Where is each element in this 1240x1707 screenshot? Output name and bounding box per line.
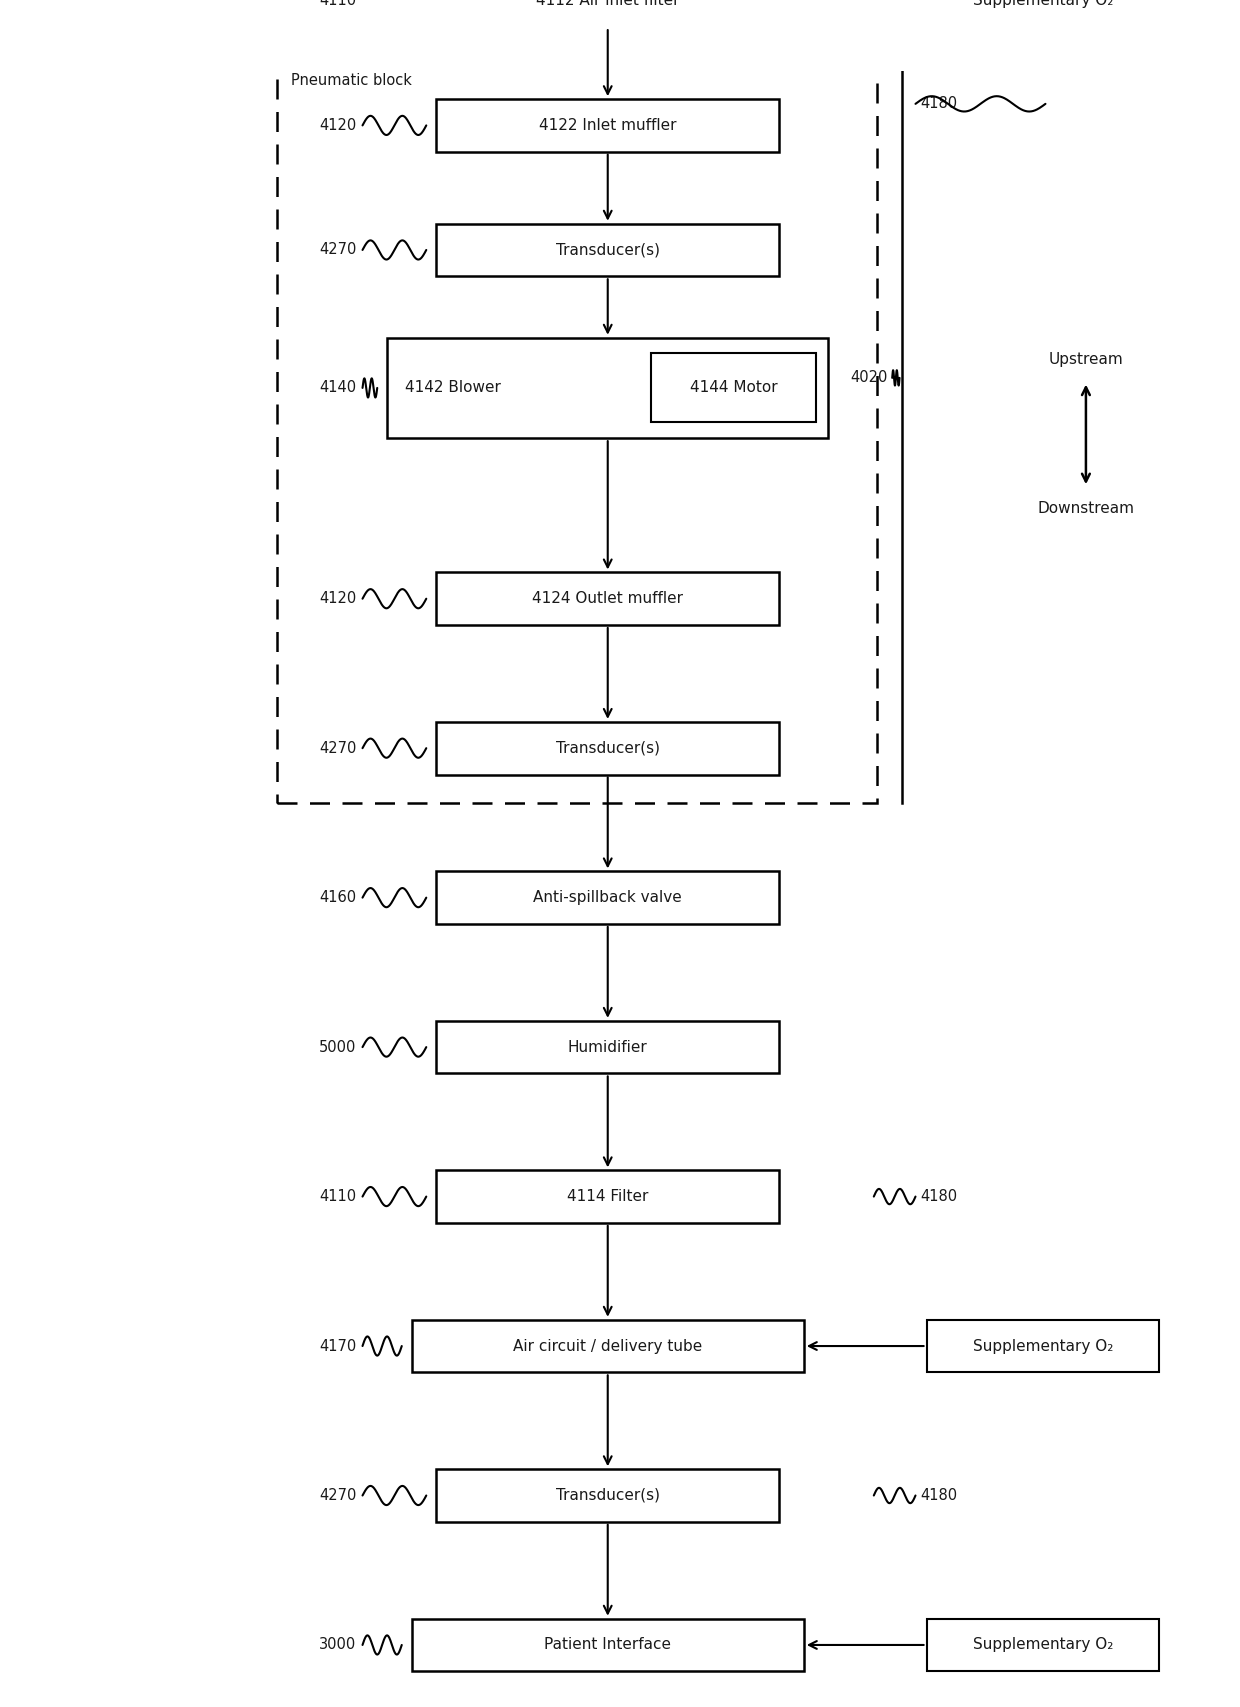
- Text: Patient Interface: Patient Interface: [544, 1637, 671, 1652]
- Bar: [412, 1320, 804, 1372]
- Bar: [436, 1021, 780, 1074]
- Bar: [436, 224, 780, 277]
- Text: 5000: 5000: [319, 1040, 356, 1055]
- Text: 4180: 4180: [920, 1489, 957, 1502]
- Bar: [436, 722, 780, 775]
- Text: 4270: 4270: [319, 242, 356, 258]
- Text: 4170: 4170: [319, 1338, 356, 1354]
- Bar: [436, 0, 780, 27]
- Text: 4124 Outlet muffler: 4124 Outlet muffler: [532, 591, 683, 606]
- Text: Pneumatic block: Pneumatic block: [291, 73, 412, 89]
- Bar: [926, 1320, 1159, 1372]
- Text: 4114 Filter: 4114 Filter: [567, 1190, 649, 1203]
- Text: Downstream: Downstream: [1038, 502, 1135, 517]
- Text: 4020: 4020: [849, 370, 888, 386]
- Text: 4120: 4120: [319, 118, 356, 133]
- Text: 4144 Motor: 4144 Motor: [689, 381, 777, 396]
- Bar: [412, 1618, 804, 1671]
- Text: Anti-spillback valve: Anti-spillback valve: [533, 889, 682, 905]
- Text: Transducer(s): Transducer(s): [556, 242, 660, 258]
- Text: 4180: 4180: [920, 1190, 957, 1203]
- Text: 4140: 4140: [319, 381, 356, 396]
- Bar: [436, 1171, 780, 1222]
- Text: 4180: 4180: [920, 96, 957, 111]
- Text: 4110: 4110: [319, 0, 356, 9]
- Bar: [436, 99, 780, 152]
- Text: Upstream: Upstream: [1049, 352, 1123, 367]
- Text: 4270: 4270: [319, 741, 356, 756]
- Text: 4160: 4160: [319, 889, 356, 905]
- Text: Supplementary O₂: Supplementary O₂: [973, 1338, 1114, 1354]
- Text: Humidifier: Humidifier: [568, 1040, 647, 1055]
- Text: Supplementary O₂: Supplementary O₂: [973, 0, 1114, 9]
- Bar: [436, 572, 780, 625]
- Text: 3000: 3000: [319, 1637, 356, 1652]
- Bar: [387, 338, 828, 439]
- Bar: [436, 871, 780, 923]
- Text: 4110: 4110: [319, 1190, 356, 1203]
- Text: Transducer(s): Transducer(s): [556, 1489, 660, 1502]
- Text: Air circuit / delivery tube: Air circuit / delivery tube: [513, 1338, 702, 1354]
- Text: 4142 Blower: 4142 Blower: [405, 381, 501, 396]
- Bar: [926, 0, 1159, 27]
- Text: 4270: 4270: [319, 1489, 356, 1502]
- Bar: [277, 65, 878, 804]
- Bar: [651, 353, 816, 422]
- Bar: [436, 1470, 780, 1523]
- Text: 4120: 4120: [319, 591, 356, 606]
- Text: Transducer(s): Transducer(s): [556, 741, 660, 756]
- Text: 4122 Inlet muffler: 4122 Inlet muffler: [539, 118, 677, 133]
- Text: 4112 Air inlet filter: 4112 Air inlet filter: [536, 0, 680, 9]
- Text: Supplementary O₂: Supplementary O₂: [973, 1637, 1114, 1652]
- Bar: [926, 1618, 1159, 1671]
